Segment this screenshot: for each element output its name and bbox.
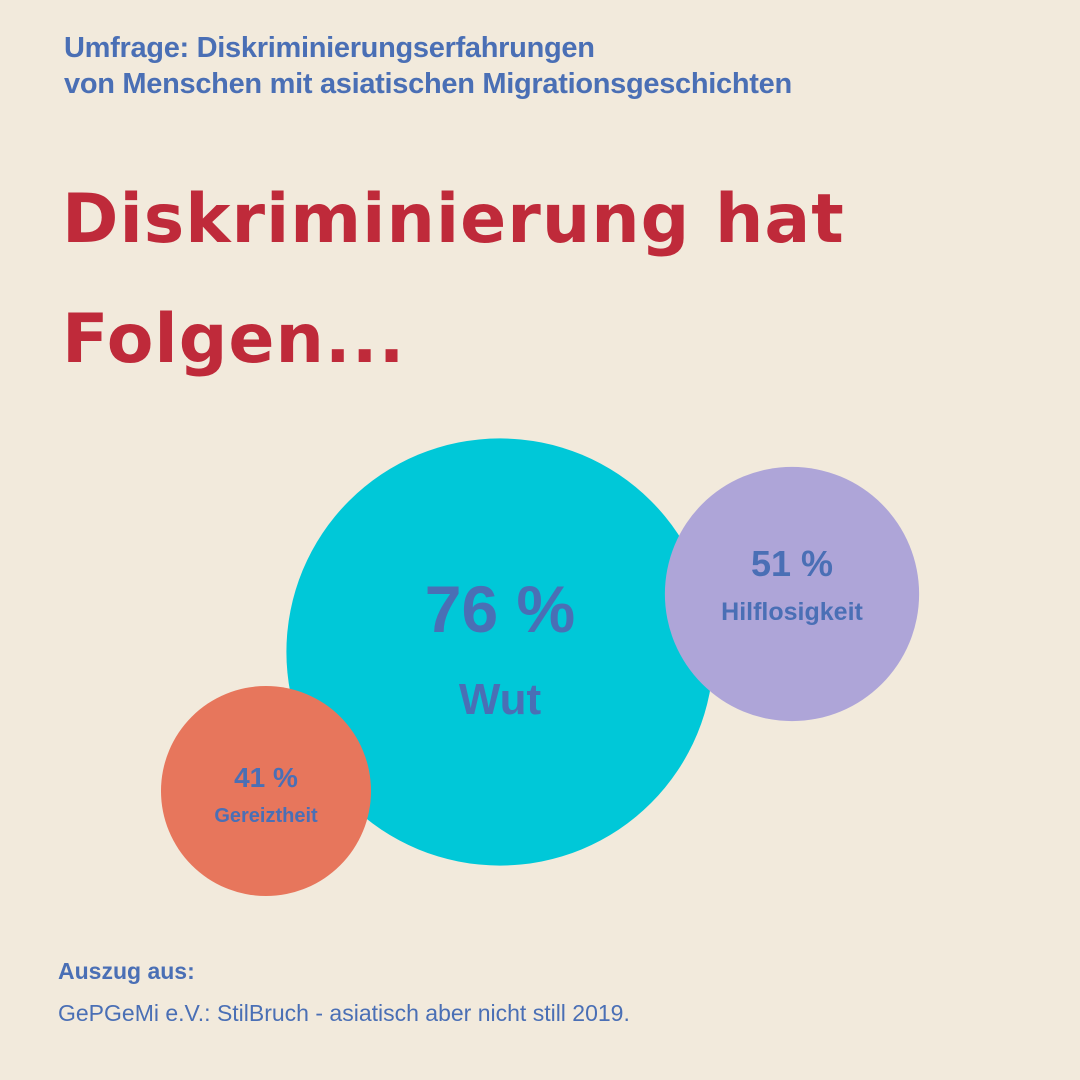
headline-line-2: Folgen... xyxy=(62,300,406,379)
survey-subtitle: Umfrage: Diskriminierungserfahrungen von… xyxy=(64,30,1024,102)
bubble-label-hilflosigkeit: Hilflosigkeit xyxy=(721,598,863,626)
bubble-gereiztheit xyxy=(160,685,372,897)
bubble-value-hilflosigkeit: 51 % xyxy=(751,543,833,584)
bubble-label-gereiztheit: Gereiztheit xyxy=(214,805,318,827)
bubble-value-gereiztheit: 41 % xyxy=(234,762,298,793)
page-title: Diskriminierung hat Folgen... xyxy=(62,160,1042,400)
bubble-hilflosigkeit xyxy=(664,466,920,722)
source-citation: GePGeMi e.V.: StilBruch - asiatisch aber… xyxy=(58,1000,630,1026)
bubble-label-wut: Wut xyxy=(459,675,542,724)
headline-line-1: Diskriminierung hat xyxy=(62,180,845,259)
subtitle-line-2: von Menschen mit asiatischen Migrationsg… xyxy=(64,68,792,100)
source-heading: Auszug aus: xyxy=(58,958,195,984)
subtitle-line-1: Umfrage: Diskriminierungserfahrungen xyxy=(64,32,595,64)
bubble-wut xyxy=(286,438,714,866)
bubble-value-wut: 76 % xyxy=(425,572,575,646)
